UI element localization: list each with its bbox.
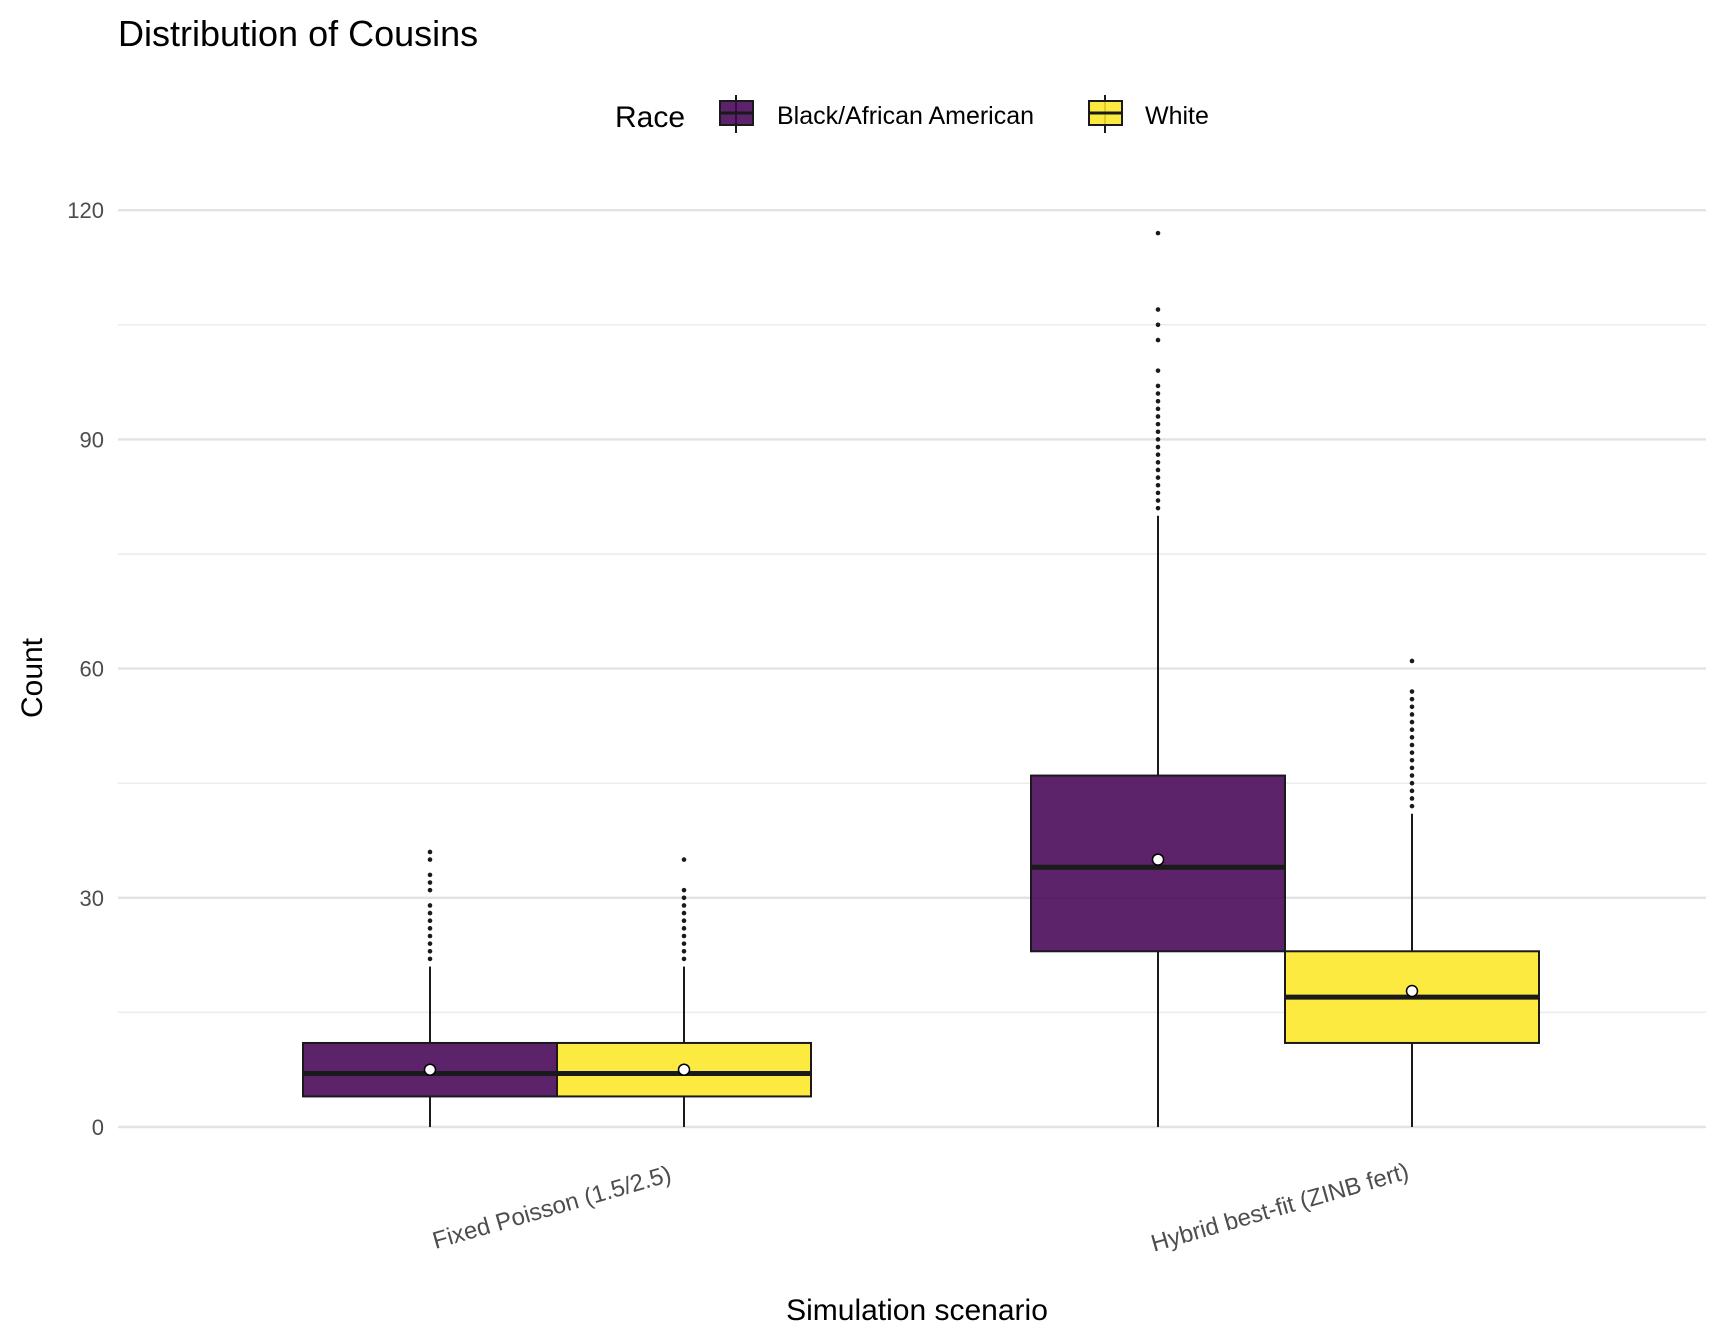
- outlier-point: [427, 918, 433, 924]
- legend-entry-black-african-american: Black/African American: [719, 95, 1034, 133]
- outlier-point: [1409, 658, 1415, 664]
- outlier-point: [1155, 498, 1161, 503]
- y-tick-label: 0: [92, 1115, 104, 1140]
- outlier-point: [1155, 230, 1161, 236]
- outlier-point: [427, 872, 433, 878]
- mean-point: [1405, 984, 1419, 998]
- outlier-point: [427, 941, 433, 946]
- y-tick-label: 90: [80, 427, 104, 452]
- chart-title: Distribution of Cousins: [118, 13, 478, 54]
- x-tick-label: Fixed Poisson (1.5/2.5): [430, 1161, 675, 1255]
- outlier-point: [681, 941, 687, 946]
- x-axis-ticks: Fixed Poisson (1.5/2.5) Hybrid best-fit (…: [430, 1158, 1412, 1257]
- outlier-point: [1155, 368, 1161, 373]
- box-1: [302, 849, 558, 1127]
- outlier-point: [1155, 437, 1161, 442]
- outlier-point: [427, 948, 433, 954]
- series-white: [556, 658, 1540, 1127]
- outlier-point: [427, 887, 433, 893]
- outlier-point: [1155, 452, 1161, 457]
- mean-point: [423, 1063, 437, 1076]
- grid: [118, 208, 1706, 1129]
- outlier-point: [681, 887, 687, 893]
- outlier-point: [1155, 337, 1161, 343]
- outlier-point: [1409, 803, 1415, 809]
- outlier-point: [427, 910, 433, 916]
- box-2: [1030, 230, 1286, 1127]
- mean-point: [677, 1063, 691, 1076]
- outlier-point: [1409, 742, 1415, 748]
- box-1: [556, 857, 812, 1127]
- outlier-point: [427, 933, 433, 939]
- outlier-point: [1155, 460, 1161, 465]
- outlier-point: [1155, 421, 1161, 427]
- x-axis-title: Simulation scenario: [786, 1294, 1048, 1327]
- outlier-point: [681, 910, 687, 916]
- legend-entry-white: White: [1088, 95, 1209, 133]
- outlier-point: [427, 903, 433, 908]
- legend-label-black-african-american: Black/African American: [777, 102, 1034, 130]
- outlier-point: [681, 948, 687, 954]
- outlier-point: [1409, 757, 1415, 763]
- outlier-point: [681, 926, 687, 931]
- outlier-point: [1409, 773, 1415, 778]
- outlier-point: [427, 956, 433, 962]
- legend-label-white: White: [1145, 102, 1209, 130]
- outlier-point: [1409, 735, 1415, 740]
- series-black-african-american: [302, 230, 1286, 1127]
- outlier-point: [1409, 712, 1415, 717]
- outlier-point: [1155, 383, 1161, 389]
- outlier-point: [427, 880, 433, 885]
- outlier-point: [1155, 429, 1161, 435]
- outlier-point: [1409, 780, 1415, 786]
- legend: Race Black/African American White: [615, 95, 1209, 134]
- outlier-point: [1155, 490, 1161, 496]
- outlier-point: [1155, 414, 1161, 419]
- outlier-point: [1155, 391, 1161, 396]
- outlier-point: [1409, 696, 1415, 702]
- box-series: [302, 230, 1540, 1127]
- outlier-point: [681, 918, 687, 924]
- outlier-point: [1409, 719, 1415, 725]
- outlier-point: [1155, 482, 1161, 488]
- outlier-point: [1155, 475, 1161, 480]
- outlier-point: [1155, 406, 1161, 412]
- outlier-point: [1409, 796, 1415, 801]
- x-tick-label: Hybrid best-fit (ZINB fert): [1148, 1158, 1412, 1257]
- mean-point: [1151, 853, 1165, 866]
- outlier-point: [1155, 444, 1161, 450]
- y-axis-ticks: 0 30 60 90 120: [67, 198, 104, 1140]
- y-tick-label: 120: [67, 198, 104, 223]
- outlier-point: [681, 857, 687, 862]
- y-tick-label: 30: [80, 886, 104, 911]
- outlier-point: [427, 857, 433, 862]
- outlier-point: [1409, 788, 1415, 794]
- outlier-point: [1155, 505, 1161, 511]
- outlier-point: [1155, 307, 1161, 312]
- outlier-point: [1409, 765, 1415, 771]
- outlier-point: [681, 956, 687, 962]
- legend-title: Race: [615, 101, 685, 134]
- outlier-point: [1155, 467, 1161, 473]
- box-2: [1284, 658, 1540, 1127]
- outlier-point: [1409, 727, 1415, 733]
- outlier-point: [1155, 398, 1161, 404]
- outlier-point: [681, 895, 687, 901]
- outlier-point: [1155, 322, 1161, 328]
- outlier-point: [1409, 689, 1415, 694]
- outlier-point: [1409, 750, 1415, 755]
- outlier-point: [681, 903, 687, 908]
- outlier-point: [681, 933, 687, 939]
- outlier-point: [427, 849, 433, 855]
- y-axis-title: Count: [16, 637, 49, 718]
- outlier-point: [427, 926, 433, 931]
- y-tick-label: 60: [80, 657, 104, 682]
- outlier-point: [1409, 704, 1415, 710]
